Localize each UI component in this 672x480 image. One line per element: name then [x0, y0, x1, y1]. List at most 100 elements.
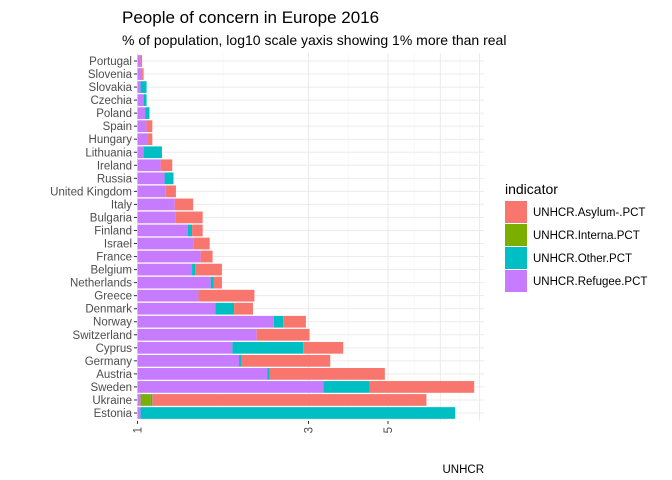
bar-segment	[142, 68, 144, 80]
y-tick-label: Poland	[96, 108, 132, 120]
bar-segment	[137, 107, 146, 120]
bar-group	[137, 250, 213, 263]
bar-segment	[234, 302, 253, 315]
legend-entry: UNHCR.Other.PCT	[505, 247, 632, 269]
bar-segment	[137, 368, 268, 380]
x-axis: 1 3 5	[133, 421, 395, 433]
legend-label: UNHCR.Interna.PCT	[533, 230, 640, 242]
bar-segment	[137, 94, 144, 106]
y-tick-label: Hungary	[89, 134, 133, 146]
bar-segment	[239, 354, 242, 367]
bar-group	[137, 133, 153, 146]
bar-group	[137, 354, 331, 367]
y-tick-label: Netherlands	[70, 278, 132, 290]
bar-group	[137, 263, 222, 276]
bar-segment	[137, 302, 216, 315]
bar-segment	[303, 341, 344, 354]
bar-segment	[140, 55, 143, 67]
bar-group	[137, 107, 150, 120]
bar-segment	[150, 394, 153, 406]
y-tick-label: France	[96, 252, 132, 264]
y-tick-label: Israel	[104, 239, 132, 251]
y-tick-label: Czechia	[90, 95, 132, 107]
bar-segment	[160, 159, 173, 172]
bar-segment	[232, 341, 304, 354]
legend-entry: UNHCR.Refugee.PCT	[505, 270, 647, 292]
bar-segment	[140, 81, 147, 93]
y-tick-label: Greece	[94, 291, 132, 303]
bar-group	[137, 55, 143, 67]
bar-segment	[323, 381, 370, 393]
y-tick-label: Cyprus	[96, 343, 133, 355]
bar-segment	[137, 394, 141, 406]
bar-segment	[137, 211, 176, 224]
bars	[137, 55, 475, 419]
bar-group	[137, 81, 147, 93]
y-tick-label: Germany	[85, 356, 133, 368]
grid	[122, 53, 484, 421]
bar-group	[137, 341, 344, 354]
y-tick-label: Ireland	[97, 160, 132, 172]
bar-segment	[215, 302, 235, 315]
y-tick-label: Ukraine	[92, 395, 132, 407]
bar-segment	[192, 263, 196, 276]
bar-segment	[256, 328, 310, 341]
bar-segment	[198, 289, 255, 302]
bar-group	[137, 276, 222, 289]
bar-segment	[164, 172, 174, 185]
y-axis: PortugalSloveniaSlovakiaCzechiaPolandSpa…	[50, 56, 137, 420]
bar-segment	[137, 341, 233, 354]
bar-segment	[152, 394, 427, 406]
bar-segment	[137, 146, 144, 159]
bar-segment	[137, 133, 149, 146]
bar-segment	[269, 368, 385, 380]
x-tick-label: 1	[133, 427, 145, 433]
bar-group	[137, 68, 144, 80]
bar-segment	[283, 315, 306, 328]
y-tick-label: Switzerland	[73, 330, 132, 342]
y-tick-label: Lithuania	[85, 147, 132, 159]
bar-segment	[192, 224, 203, 237]
legend-label: UNHCR.Asylum-.PCT	[533, 207, 645, 219]
bar-segment	[369, 381, 475, 393]
bar-segment	[143, 94, 147, 106]
y-tick-label: Norway	[93, 317, 132, 329]
bar-group	[137, 328, 310, 341]
bar-segment	[267, 368, 270, 380]
bar-group	[137, 407, 456, 419]
legend-key	[505, 247, 527, 269]
bar-segment	[137, 289, 199, 302]
legend-label: UNHCR.Refugee.PCT	[533, 276, 647, 288]
bar-segment	[165, 185, 176, 198]
bar-group	[137, 289, 255, 302]
chart-caption: UNHCR	[442, 464, 484, 476]
bar-segment	[137, 198, 175, 211]
bar-segment	[273, 315, 284, 328]
legend-entry: UNHCR.Asylum-.PCT	[505, 201, 645, 223]
bar-group	[137, 159, 173, 172]
bar-segment	[148, 133, 153, 146]
bar-segment	[137, 81, 141, 93]
y-tick-label: Slovakia	[89, 82, 133, 94]
bar-group	[137, 368, 385, 380]
bar-segment	[137, 263, 193, 276]
chart-title: People of concern in Europe 2016	[122, 8, 379, 27]
bar-group	[137, 120, 153, 133]
y-tick-label: Spain	[103, 121, 132, 133]
legend-key	[505, 270, 527, 292]
bar-segment	[213, 276, 222, 289]
bar-segment	[200, 250, 213, 263]
bar-segment	[137, 354, 240, 367]
bar-segment	[137, 276, 211, 289]
bar-segment	[137, 172, 165, 185]
legend-label: UNHCR.Other.PCT	[533, 253, 632, 265]
bar-segment	[137, 328, 257, 341]
bar-segment	[137, 237, 194, 250]
bar-segment	[137, 55, 141, 67]
bar-segment	[137, 407, 141, 419]
bar-segment	[137, 224, 188, 237]
bar-group	[137, 394, 427, 406]
bar-segment	[241, 354, 331, 367]
y-tick-label: Belgium	[90, 265, 132, 277]
